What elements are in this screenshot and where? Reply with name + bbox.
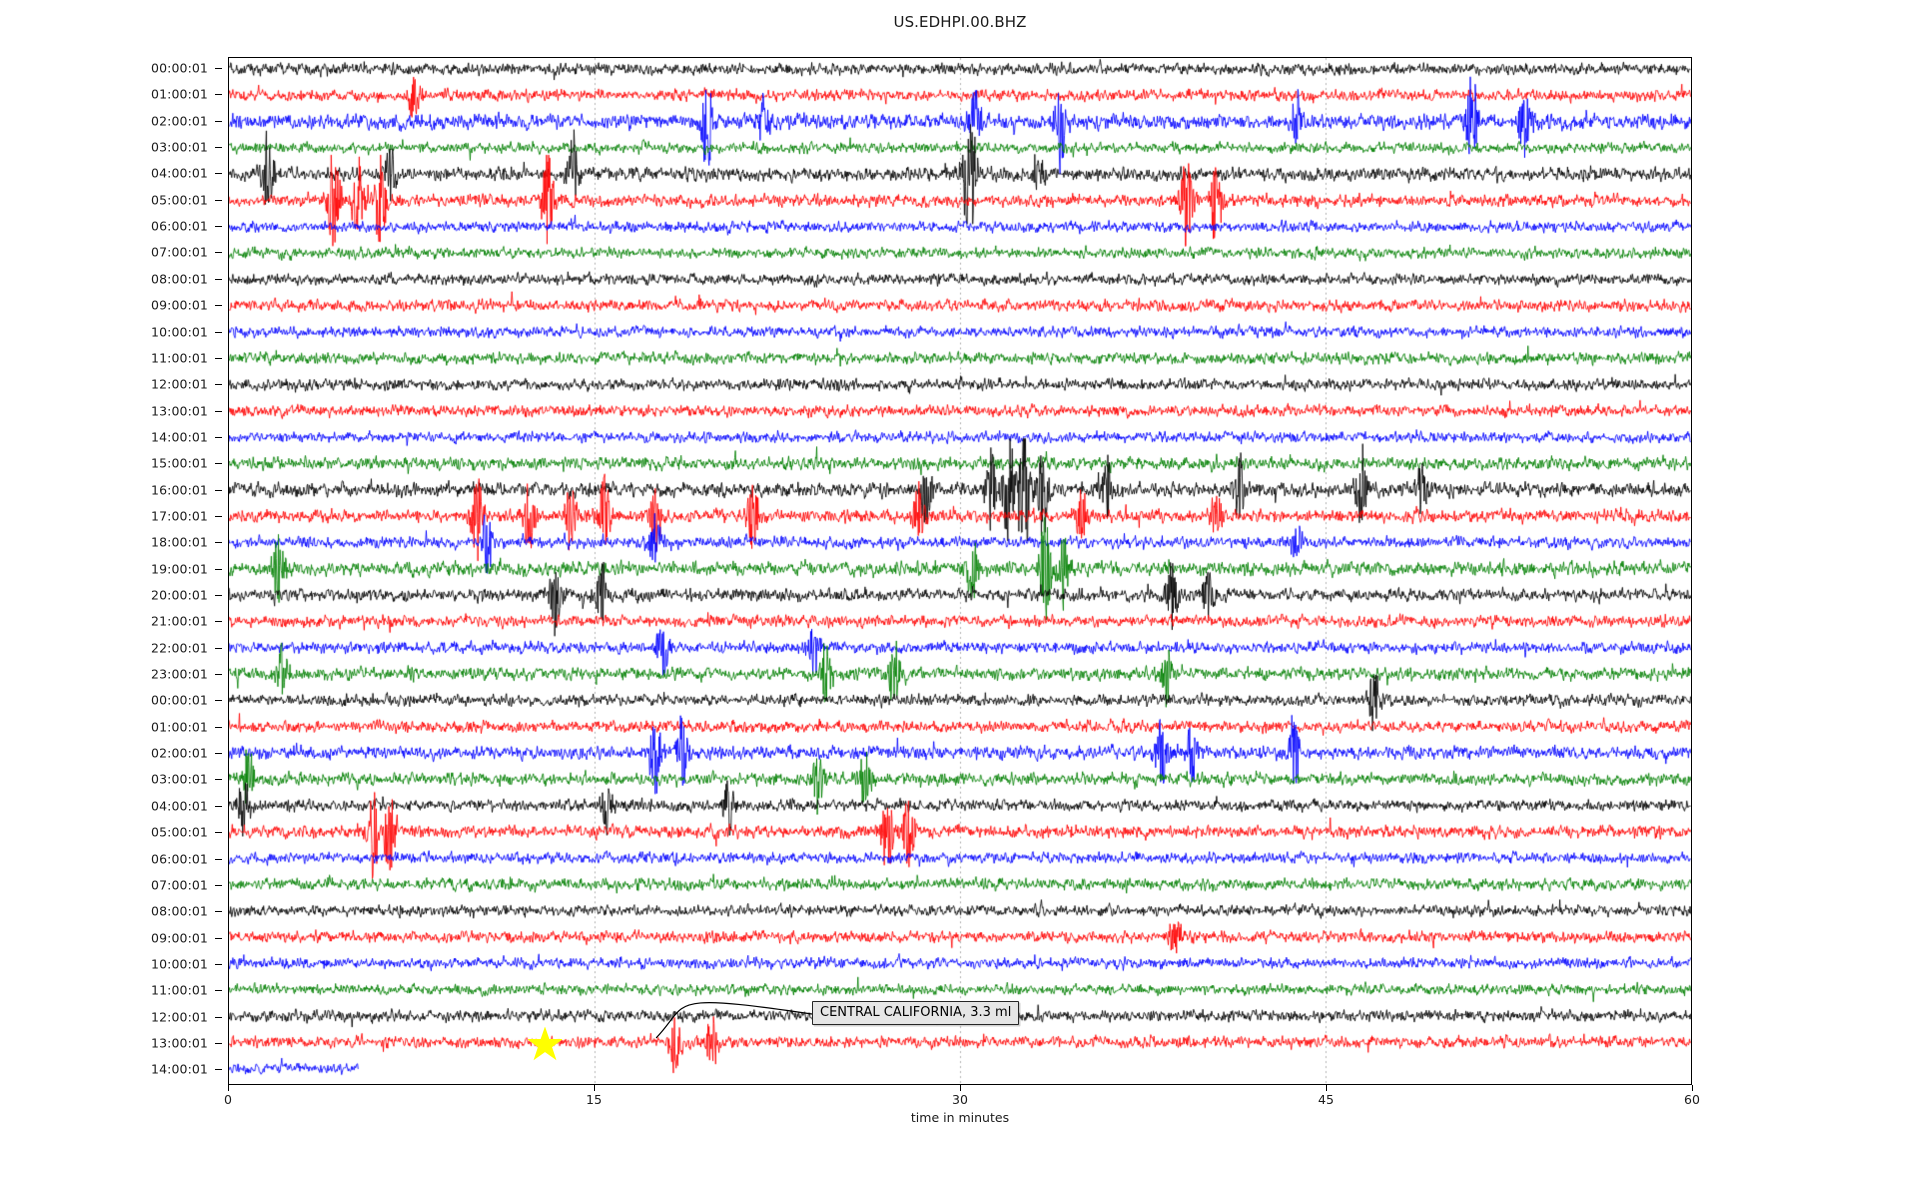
y-tick-mark: [215, 463, 222, 465]
y-tick-label: 03:00:01: [151, 139, 208, 155]
y-tick-mark: [215, 410, 222, 412]
y-tick-label: 12:00:01: [151, 1009, 208, 1025]
y-tick-label: 04:00:01: [151, 165, 208, 181]
y-tick-mark: [215, 884, 222, 886]
y-tick-label: 06:00:01: [151, 218, 208, 234]
x-tick-label: 60: [1684, 1092, 1700, 1107]
y-tick-label: 07:00:01: [151, 877, 208, 893]
y-tick-label: 05:00:01: [151, 824, 208, 840]
y-tick-mark: [215, 753, 222, 755]
y-tick-mark: [215, 226, 222, 228]
x-tick-mark: [228, 1085, 229, 1091]
y-tick-mark: [215, 173, 222, 175]
event-annotation-label[interactable]: CENTRAL CALIFORNIA, 3.3 ml: [812, 1001, 1020, 1025]
y-tick-label: 09:00:01: [151, 297, 208, 313]
y-axis-tick-labels: 00:00:01 01:00:01 02:00:01 03:00:01 04:00:01…: [0, 57, 222, 1085]
y-tick-label: 09:00:01: [151, 930, 208, 946]
y-tick-label: 14:00:01: [151, 429, 208, 445]
y-tick-mark: [215, 674, 222, 676]
y-tick-mark: [215, 1042, 222, 1044]
y-tick-label: 10:00:01: [151, 956, 208, 972]
y-tick-mark: [215, 911, 222, 913]
y-tick-label: 15:00:01: [151, 455, 208, 471]
y-tick-label: 14:00:01: [151, 1061, 208, 1077]
x-tick-mark: [1692, 1085, 1693, 1091]
y-tick-mark: [215, 568, 222, 570]
y-tick-mark: [215, 199, 222, 201]
y-tick-mark: [215, 1016, 222, 1018]
y-tick-label: 11:00:01: [151, 982, 208, 998]
y-tick-label: 17:00:01: [151, 508, 208, 524]
y-tick-label: 01:00:01: [151, 719, 208, 735]
y-tick-label: 19:00:01: [151, 561, 208, 577]
y-tick-label: 21:00:01: [151, 613, 208, 629]
seismogram-traces-canvas: [229, 58, 1691, 1084]
y-tick-label: 13:00:01: [151, 403, 208, 419]
y-tick-label: 22:00:01: [151, 640, 208, 656]
y-tick-label: 08:00:01: [151, 903, 208, 919]
y-tick-mark: [215, 1069, 222, 1071]
y-tick-mark: [215, 252, 222, 254]
x-axis-title: time in minutes: [910, 1110, 1010, 1125]
y-tick-label: 18:00:01: [151, 534, 208, 550]
x-tick-label: 0: [224, 1092, 232, 1107]
x-tick-mark: [960, 1085, 961, 1091]
y-tick-mark: [215, 357, 222, 359]
y-tick-mark: [215, 621, 222, 623]
y-tick-label: 06:00:01: [151, 851, 208, 866]
x-tick-mark: [1326, 1085, 1327, 1091]
y-tick-mark: [215, 305, 222, 307]
y-tick-label: 00:00:01: [151, 60, 208, 76]
y-tick-mark: [215, 726, 222, 728]
y-tick-label: 00:00:01: [151, 692, 208, 708]
y-tick-mark: [215, 436, 222, 438]
plot-area: [228, 57, 1692, 1085]
y-tick-mark: [215, 963, 222, 965]
y-tick-label: 20:00:01: [151, 587, 208, 603]
x-axis-tick-labels: 0 15 30 45 60: [224, 1085, 1700, 1115]
y-tick-mark: [215, 700, 222, 702]
y-tick-label: 11:00:01: [151, 350, 208, 366]
y-tick-label: 08:00:01: [151, 271, 208, 287]
x-tick-label: 45: [1318, 1092, 1334, 1107]
y-tick-mark: [215, 94, 222, 96]
y-tick-mark: [215, 937, 222, 939]
y-tick-mark: [215, 489, 222, 491]
y-tick-label: 05:00:01: [151, 192, 208, 208]
x-tick-label: 15: [586, 1092, 602, 1107]
y-tick-mark: [215, 858, 222, 860]
y-tick-label: 02:00:01: [151, 745, 208, 761]
y-tick-label: 03:00:01: [151, 771, 208, 787]
y-tick-mark: [215, 68, 222, 69]
y-tick-mark: [215, 278, 222, 280]
y-tick-mark: [215, 120, 222, 122]
y-tick-mark: [215, 832, 222, 834]
y-tick-label: 01:00:01: [151, 86, 208, 102]
page-title: US.EDHPI.00.BHZ: [893, 13, 1027, 31]
y-tick-label: 10:00:01: [151, 324, 208, 339]
y-tick-mark: [215, 647, 222, 649]
y-tick-mark: [215, 779, 222, 781]
y-tick-mark: [215, 805, 222, 807]
y-tick-mark: [215, 515, 222, 517]
y-tick-mark: [215, 542, 222, 544]
y-tick-mark: [215, 990, 222, 992]
y-tick-label: 12:00:01: [151, 376, 208, 392]
x-tick-mark: [594, 1085, 595, 1091]
y-tick-label: 16:00:01: [151, 482, 208, 498]
y-tick-mark: [215, 147, 222, 149]
y-tick-mark: [215, 384, 222, 386]
y-tick-label: 13:00:01: [151, 1035, 208, 1051]
x-tick-label: 30: [952, 1092, 968, 1107]
y-tick-label: 23:00:01: [151, 666, 208, 682]
y-tick-label: 02:00:01: [151, 113, 208, 129]
y-tick-mark: [215, 595, 222, 596]
y-tick-mark: [215, 331, 222, 333]
y-tick-label: 04:00:01: [151, 798, 208, 814]
y-tick-label: 07:00:01: [151, 244, 208, 260]
